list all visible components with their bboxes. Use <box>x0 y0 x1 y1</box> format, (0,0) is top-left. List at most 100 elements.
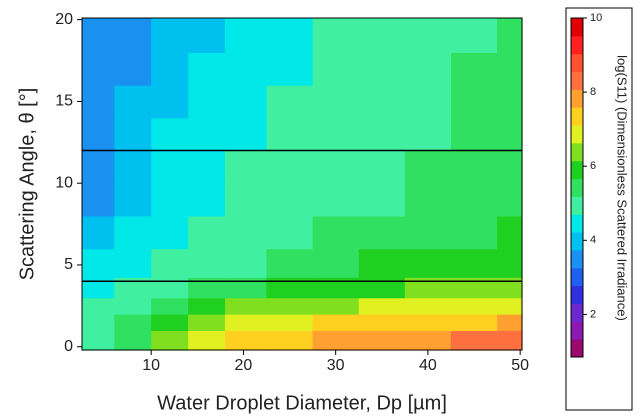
heatmap-cell <box>114 85 152 119</box>
heatmap-cell <box>82 330 115 351</box>
heatmap-cell <box>266 183 314 217</box>
heatmap-cell <box>312 215 360 250</box>
heatmap-cell <box>450 297 498 315</box>
heatmap-cell <box>404 150 452 184</box>
heatmap-cell <box>82 18 115 53</box>
heatmap-cell <box>114 277 152 299</box>
heatmap-cell <box>312 248 360 278</box>
x-axis-label: Water Droplet Diameter, Dp [µm] <box>157 392 447 414</box>
heatmap-cell <box>404 248 452 278</box>
heatmap-cell <box>497 277 523 299</box>
heatmap-cell <box>224 248 268 278</box>
heatmap-cell <box>188 85 226 119</box>
heatmap-cell <box>188 18 226 53</box>
heatmap-cell <box>312 117 360 152</box>
y-tick-label: 0 <box>64 338 73 355</box>
heatmap-cell <box>404 183 452 217</box>
heatmap-cell <box>404 18 452 53</box>
x-tick-label: 10 <box>142 357 160 374</box>
heatmap-cell <box>312 183 360 217</box>
heatmap-cell <box>404 330 452 351</box>
heatmap-cell <box>151 248 189 278</box>
heatmap-cell <box>404 314 452 331</box>
y-axis-label: Scattering Angle, θ [°] <box>16 88 38 281</box>
heatmap-cell <box>224 150 268 184</box>
heatmap-cell <box>497 117 523 152</box>
heatmap-cell <box>224 215 268 250</box>
heatmap-cell <box>82 150 115 184</box>
heatmap-cell <box>450 18 498 53</box>
heatmap-cell <box>151 330 189 351</box>
heatmap-cell <box>450 85 498 119</box>
heatmap-cell <box>312 297 360 315</box>
heatmap <box>82 18 523 351</box>
colorbar-band <box>571 35 583 55</box>
heatmap-cell <box>358 248 406 278</box>
heatmap-cell <box>358 297 406 315</box>
colorbar-band <box>571 71 583 90</box>
heatmap-cell <box>450 183 498 217</box>
heatmap-cell <box>224 18 268 53</box>
heatmap-cell <box>497 330 523 351</box>
heatmap-cell <box>358 183 406 217</box>
heatmap-cell <box>404 215 452 250</box>
heatmap-cell <box>82 314 115 331</box>
y-tick-label: 15 <box>55 93 73 110</box>
heatmap-cell <box>266 330 314 351</box>
heatmap-cell <box>358 18 406 53</box>
heatmap-cell <box>82 297 115 315</box>
heatmap-cell <box>497 248 523 278</box>
heatmap-cell <box>266 215 314 250</box>
heatmap-cell <box>82 52 115 86</box>
heatmap-cell <box>224 117 268 152</box>
colorbar-band <box>571 214 583 233</box>
heatmap-cell <box>358 150 406 184</box>
colorbar-tick-label: 4 <box>590 234 596 246</box>
heatmap-cell <box>450 277 498 299</box>
heatmap-cell <box>450 52 498 86</box>
heatmap-cell <box>114 117 152 152</box>
heatmap-cell <box>224 183 268 217</box>
colorbar-band <box>571 107 583 126</box>
heatmap-cell <box>312 18 360 53</box>
heatmap-cell <box>151 85 189 119</box>
heatmap-cell <box>497 85 523 119</box>
heatmap-cell <box>312 150 360 184</box>
heatmap-cell <box>404 85 452 119</box>
heatmap-cell <box>404 117 452 152</box>
heatmap-cell <box>188 248 226 278</box>
colorbar-label: log(S11) (Dimensionless Scattered Irradi… <box>615 55 630 321</box>
heatmap-cell <box>188 297 226 315</box>
heatmap-cell <box>358 215 406 250</box>
heatmap-cell <box>358 330 406 351</box>
heatmap-cell <box>188 215 226 250</box>
colorbar-band <box>571 232 583 251</box>
heatmap-cell <box>188 183 226 217</box>
heatmap-cell <box>404 297 452 315</box>
heatmap-cell <box>497 297 523 315</box>
heatmap-cell <box>224 85 268 119</box>
heatmap-cell <box>114 215 152 250</box>
heatmap-cell <box>114 18 152 53</box>
colorbar-band <box>571 303 583 322</box>
heatmap-cell <box>82 277 115 299</box>
heatmap-cell <box>224 314 268 331</box>
colorbar-tick-label: 2 <box>590 308 596 320</box>
x-tick-label: 30 <box>327 357 345 374</box>
colorbar: 2 4 6 8 10 <box>570 12 602 358</box>
heatmap-cell <box>266 52 314 86</box>
heatmap-cell <box>188 117 226 152</box>
heatmap-cell <box>312 314 360 331</box>
colorbar-band <box>571 53 583 73</box>
heatmap-cell <box>151 314 189 331</box>
heatmap-cell <box>404 277 452 299</box>
heatmap-cell <box>151 215 189 250</box>
heatmap-cell <box>266 314 314 331</box>
colorbar-band <box>571 178 583 197</box>
y-tick-label: 5 <box>64 256 73 273</box>
colorbar-band <box>571 160 583 180</box>
heatmap-cell <box>188 314 226 331</box>
plot-frame <box>81 17 523 351</box>
heatmap-cell <box>114 183 152 217</box>
heatmap-cell <box>497 183 523 217</box>
